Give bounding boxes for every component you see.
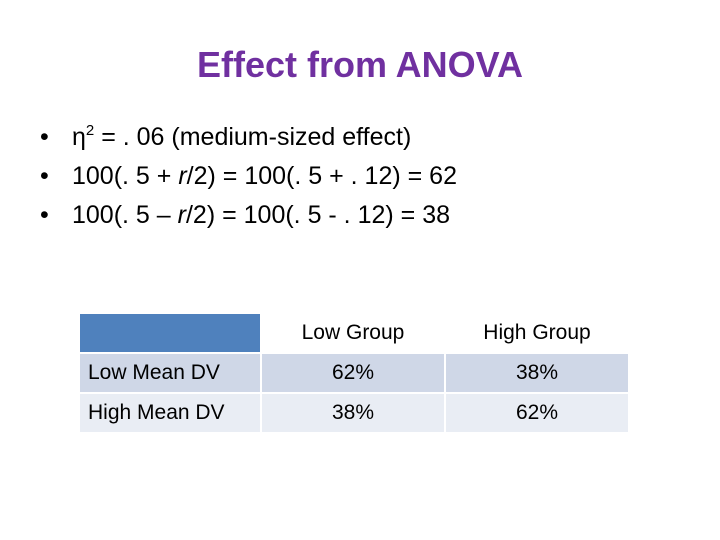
bullet-item: • η2 = . 06 (medium-sized effect): [40, 122, 700, 151]
bullet-text-pre: 100(. 5 –: [72, 201, 178, 229]
results-table: Low Group High Group Low Mean DV 62% 38%…: [78, 312, 630, 434]
table-corner-cell: [80, 314, 260, 352]
bullet-italic-var: r: [178, 162, 187, 190]
table-row: High Mean DV 38% 62%: [80, 394, 628, 432]
bullet-text-post: /2) = 100(. 5 - . 12) = 38: [185, 201, 451, 229]
column-header-low-group: Low Group: [262, 314, 444, 352]
bullet-list: • η2 = . 06 (medium-sized effect) • 100(…: [40, 122, 700, 241]
bullet-text-post: /2) = 100(. 5 + . 12) = 62: [186, 162, 457, 190]
column-header-high-group: High Group: [446, 314, 628, 352]
table-cell: 38%: [262, 394, 444, 432]
bullet-marker: •: [40, 123, 49, 151]
table-cell: 62%: [446, 394, 628, 432]
bullet-superscript: 2: [85, 122, 95, 139]
bullet-item: • 100(. 5 + r/2) = 100(. 5 + . 12) = 62: [40, 163, 700, 190]
table-cell: 38%: [446, 354, 628, 392]
table-header-row: Low Group High Group: [80, 314, 628, 352]
bullet-marker: •: [40, 162, 49, 190]
table-row: Low Mean DV 62% 38%: [80, 354, 628, 392]
bullet-text-post: = . 06 (medium-sized effect): [94, 123, 412, 151]
bullet-marker: •: [40, 201, 49, 229]
table-cell: 62%: [262, 354, 444, 392]
bullet-item: • 100(. 5 – r/2) = 100(. 5 - . 12) = 38: [40, 202, 700, 229]
slide-title: Effect from ANOVA: [196, 44, 524, 85]
row-label: Low Mean DV: [80, 354, 260, 392]
row-label: High Mean DV: [80, 394, 260, 432]
bullet-text-pre: η: [72, 123, 86, 151]
bullet-italic-var: r: [177, 201, 186, 229]
bullet-text-pre: 100(. 5 +: [72, 162, 179, 190]
